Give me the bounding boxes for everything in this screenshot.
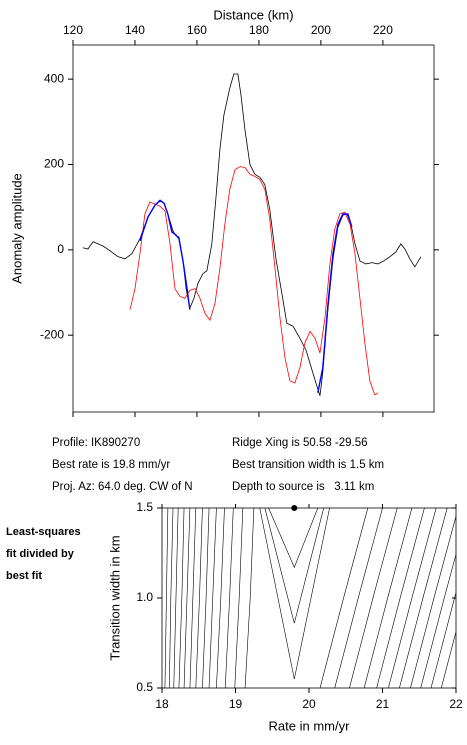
contour-line [264, 508, 324, 624]
x-tick-label: 160 [187, 23, 207, 37]
contour-line [195, 508, 203, 688]
x-tick-label: 18 [155, 697, 169, 711]
x-tick-label: 120 [63, 23, 83, 37]
contour-group [164, 508, 456, 688]
contour-line [244, 508, 255, 688]
note: fit divided by [6, 548, 75, 560]
contour-line [363, 508, 413, 688]
x-axis-label: Distance (km) [213, 7, 293, 22]
contour-line [376, 508, 425, 688]
y-tick-label: -200 [40, 327, 64, 341]
contour-line [430, 591, 456, 688]
info-text: Proj. Az: 64.0 deg. CW of N [52, 481, 193, 493]
x-axis-label: Rate in mm/yr [269, 718, 351, 733]
contour-line [388, 508, 437, 688]
x-tick-label: 19 [229, 697, 243, 711]
contour-line [183, 508, 191, 688]
contour-line [189, 508, 197, 688]
info-text: Ridge Xing is 50.58 -29.56 [232, 437, 368, 449]
contour-line [178, 508, 185, 688]
contour-line [349, 508, 398, 688]
contour-line [224, 508, 234, 688]
contour-line [399, 508, 448, 688]
y-tick-label: 1.5 [136, 500, 153, 514]
info-text: Best rate is 19.8 mm/yr [52, 459, 170, 471]
x-tick-label: 20 [302, 697, 316, 711]
y-axis-label: Transition width in km [107, 535, 122, 660]
y-tick-label: 0 [57, 242, 64, 256]
contour-line [164, 508, 169, 688]
data-line [317, 213, 353, 393]
data-line [129, 166, 379, 396]
contour-line [319, 508, 369, 688]
data-line [82, 73, 422, 396]
y-axis-label: Anomaly amplitude [9, 173, 24, 284]
best-fit-point [291, 505, 298, 511]
contour-line [420, 553, 456, 688]
contour-line [268, 508, 319, 569]
y-tick-label: 1.0 [136, 590, 153, 604]
y-tick-label: 200 [44, 157, 64, 171]
info-text: Profile: IK890270 [52, 437, 140, 449]
note: best fit [6, 570, 42, 582]
info-text: Depth to source is 3.11 km [232, 481, 374, 493]
x-tick-label: 200 [311, 23, 331, 37]
x-tick-label: 180 [249, 23, 269, 37]
contour-line [173, 508, 179, 688]
plot-frame [72, 44, 435, 413]
contour-line [441, 630, 456, 688]
note: Least-squares [6, 526, 81, 538]
x-tick-label: 21 [376, 697, 390, 711]
contour-line [216, 508, 225, 688]
contour-line [202, 508, 210, 688]
contour-line [208, 508, 217, 688]
y-tick-label: 0.5 [136, 680, 153, 694]
contour-line [234, 508, 244, 688]
contour-line [410, 515, 456, 688]
x-tick-label: 22 [449, 697, 463, 711]
y-tick-label: 400 [44, 71, 64, 85]
contour-line [259, 508, 330, 680]
contour-line [334, 508, 383, 688]
info-text: Best transition width is 1.5 km [232, 459, 384, 471]
contour-line [169, 508, 174, 688]
x-tick-label: 220 [373, 23, 393, 37]
x-tick-label: 140 [125, 23, 145, 37]
data-line [139, 199, 191, 310]
